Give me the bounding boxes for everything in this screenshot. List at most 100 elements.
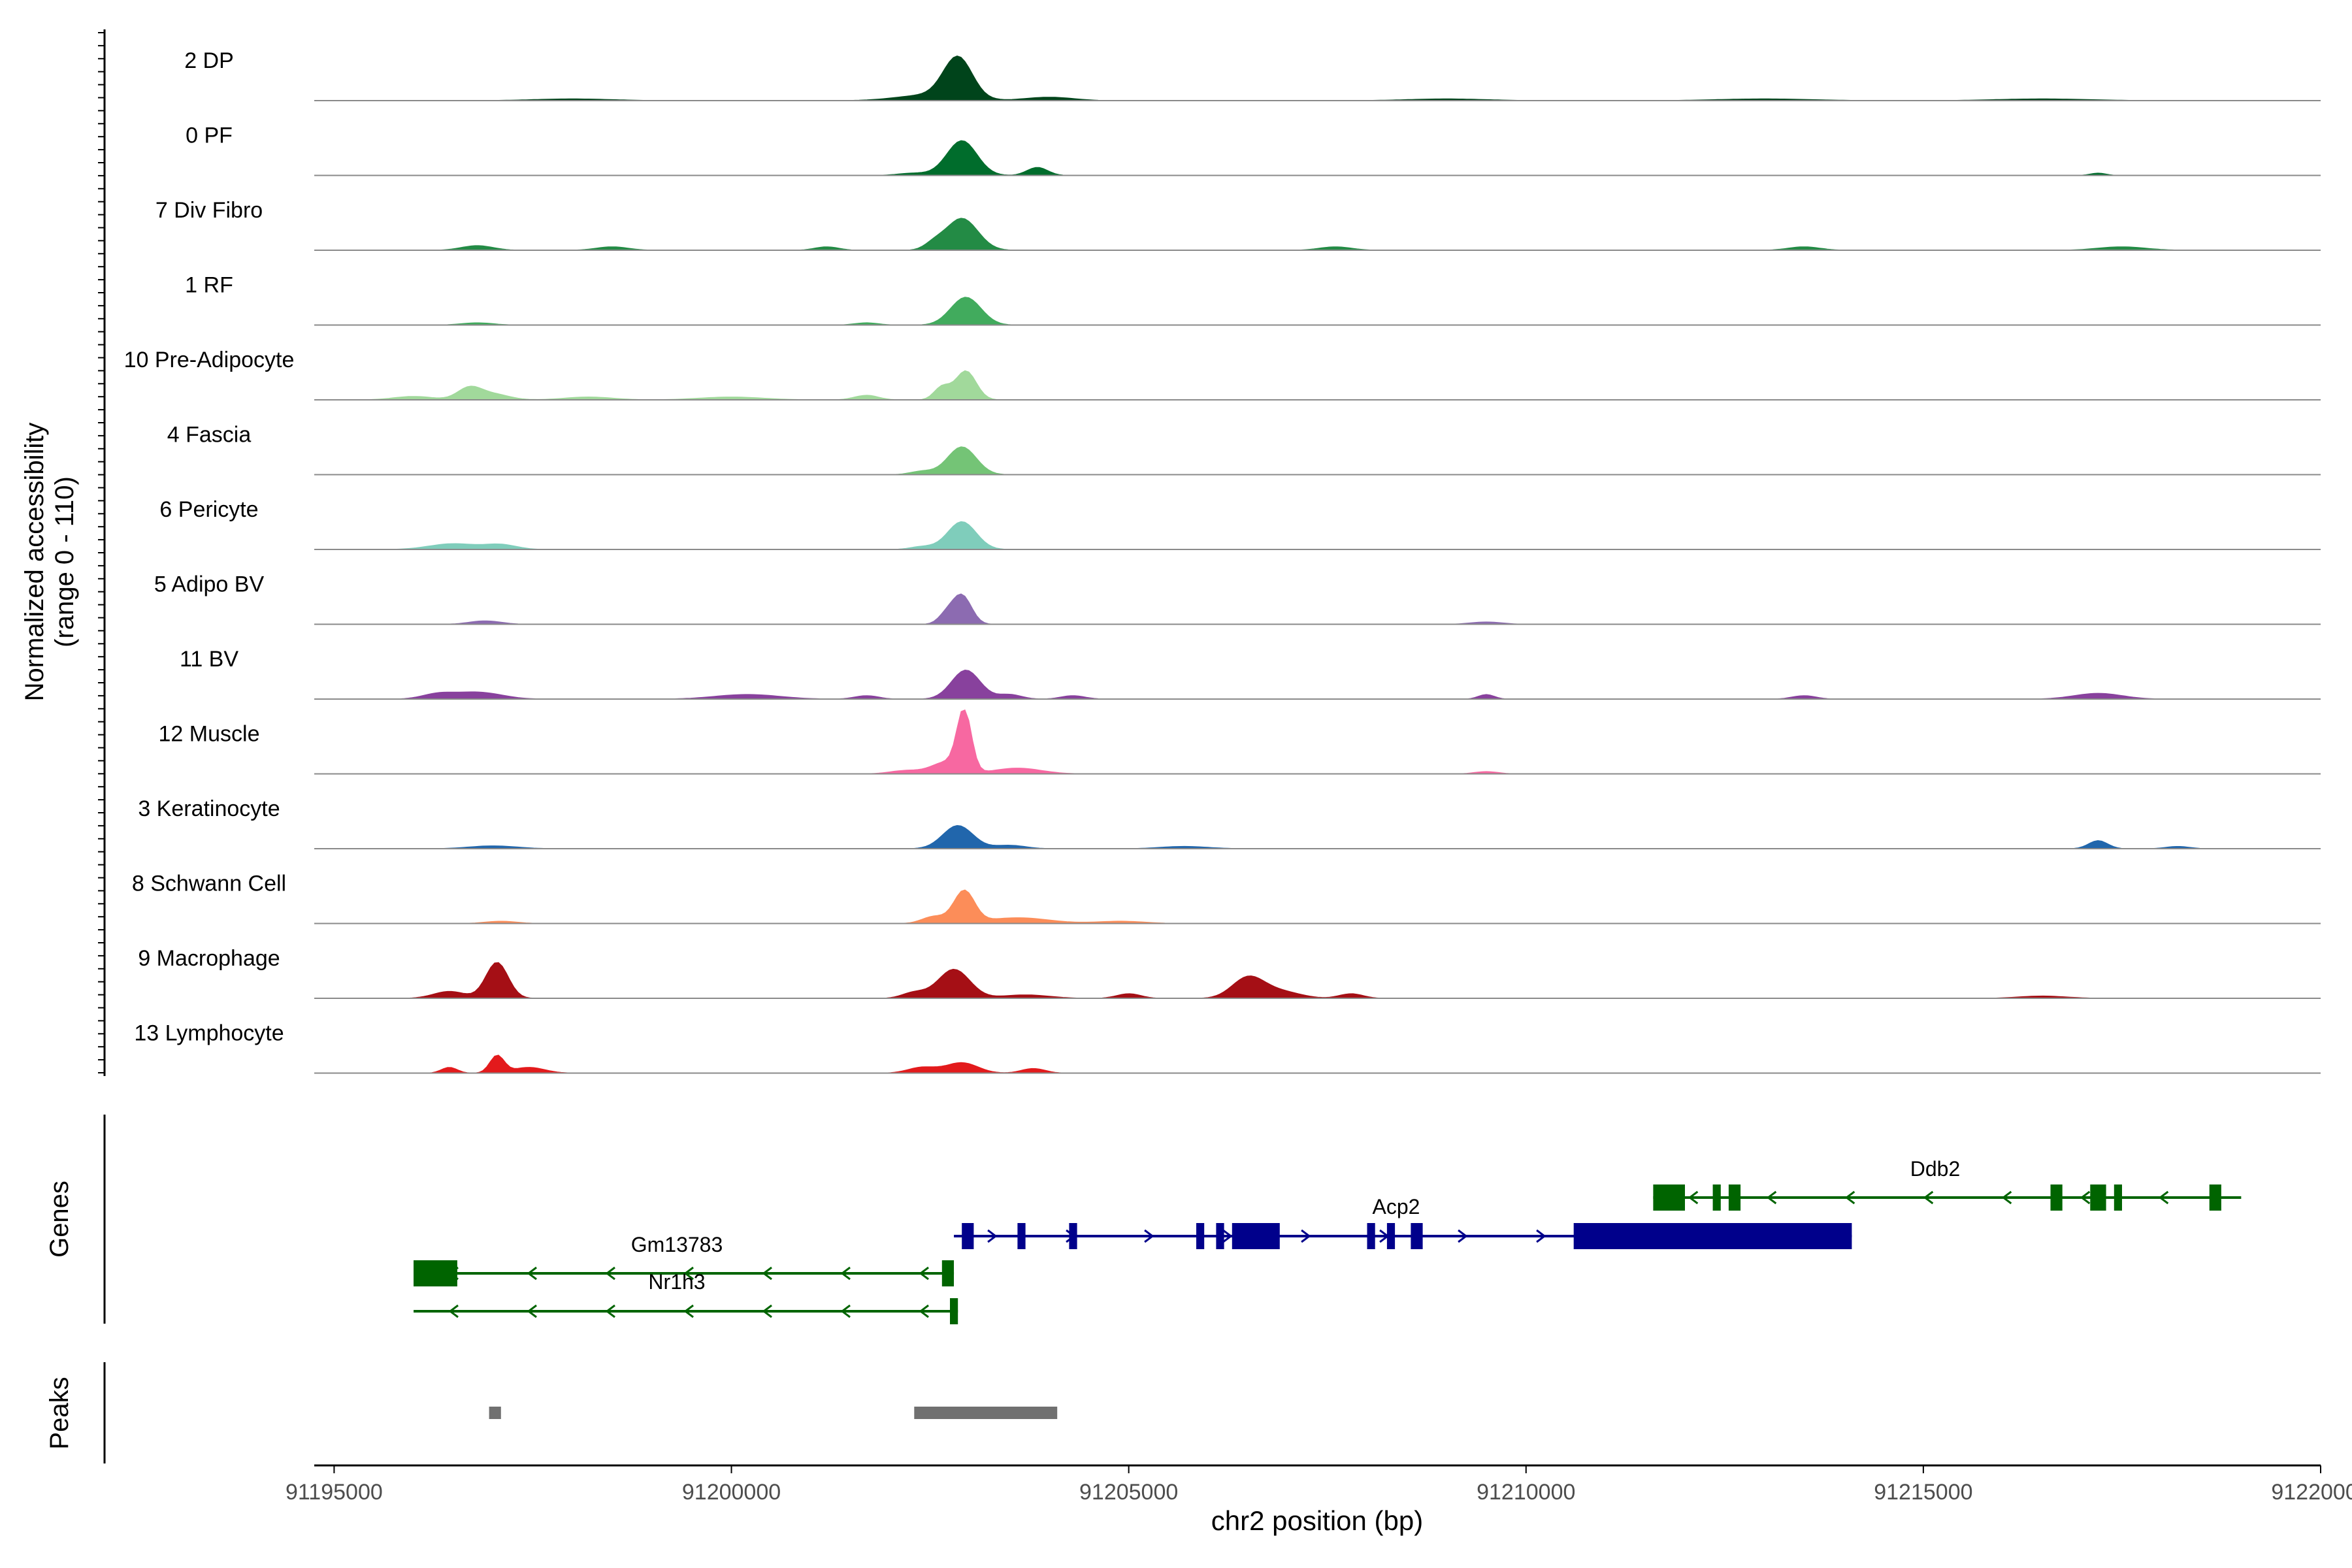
strand-arrow [840, 1266, 851, 1281]
exon [1411, 1223, 1423, 1249]
track-11-bv: 11 BV [180, 647, 2321, 700]
strand-arrow [840, 1304, 851, 1318]
strand-arrow [1844, 1190, 1855, 1205]
track-label: 12 Muscle [159, 722, 260, 747]
exon [1367, 1223, 1375, 1249]
track-9-macrophage: 9 Macrophage [138, 946, 2321, 999]
track-label: 4 Fascia [167, 423, 252, 448]
exon [2114, 1184, 2122, 1211]
track-2-dp: 2 DP [184, 48, 2321, 101]
strand-arrow [1458, 1229, 1468, 1243]
y-axis-title: Normalized accessibility [20, 423, 49, 702]
track-label: 2 DP [184, 48, 234, 73]
gene-nr1h3: Nr1h3 [414, 1270, 958, 1324]
x-axis-ticks: 91195000 91200000 91205000 91210000 91215000… [286, 1465, 2352, 1505]
called-peak [914, 1407, 1058, 1419]
track-13-lymphocyte: 13 Lymphocyte [134, 1021, 2321, 1074]
x-tick-label: 91195000 [286, 1480, 383, 1505]
genes-panel-label: Genes [45, 1181, 74, 1258]
strand-arrow [2001, 1190, 2012, 1205]
exon [1232, 1223, 1280, 1249]
track-8-schwann-cell: 8 Schwann Cell [132, 872, 2321, 924]
track-0-pf: 0 PF [186, 123, 2321, 176]
y-axis-range: (range 0 - 110) [50, 476, 79, 647]
track-1-rf: 1 RF [185, 273, 2321, 326]
track-label: 5 Adipo BV [154, 572, 265, 597]
strand-arrow [2158, 1190, 2169, 1205]
gene-acp2: Acp2 [954, 1195, 1852, 1249]
exon [950, 1298, 958, 1324]
gene-label: Acp2 [1373, 1195, 1420, 1218]
track-label: 9 Macrophage [138, 946, 280, 971]
exon [1216, 1223, 1224, 1249]
track-label: 1 RF [185, 273, 233, 298]
strand-arrow [1222, 1229, 1233, 1243]
exon [1573, 1223, 1852, 1249]
track-7-div-fibro: 7 Div Fibro [155, 198, 2321, 251]
exon [962, 1223, 974, 1249]
strand-arrow [605, 1266, 615, 1281]
peaks-panel-label: Peaks [45, 1377, 74, 1449]
x-axis-title: chr2 position (bp) [1211, 1505, 1424, 1536]
exon [2050, 1184, 2063, 1211]
called-peak [489, 1407, 501, 1419]
strand-arrow [762, 1266, 772, 1281]
exon [1069, 1223, 1077, 1249]
gene-label: Nr1h3 [648, 1270, 705, 1294]
track-12-muscle: 12 Muscle [159, 709, 2321, 775]
x-tick-label: 91215000 [1874, 1480, 1972, 1505]
strand-arrow [2080, 1190, 2091, 1205]
track-label: 13 Lymphocyte [134, 1021, 284, 1046]
exon [941, 1260, 954, 1286]
track-label: 7 Div Fibro [155, 198, 263, 223]
exon [1017, 1223, 1026, 1249]
strand-arrow [683, 1266, 694, 1281]
strand-arrow [919, 1304, 929, 1318]
strand-arrow [1536, 1229, 1546, 1243]
x-tick-label: 91210000 [1477, 1480, 1575, 1505]
strand-arrow [683, 1304, 694, 1318]
track-4-fascia: 4 Fascia [167, 423, 2321, 476]
track-6-pericyte: 6 Pericyte [159, 497, 2321, 550]
track-5-adipo-bv: 5 Adipo BV [154, 572, 2321, 625]
track-10-pre-adipocyte: 10 Pre-Adipocyte [124, 348, 2321, 400]
track-label: 6 Pericyte [159, 497, 258, 522]
strand-arrow [605, 1304, 615, 1318]
gene-gm13783: Gm13783 [414, 1233, 955, 1286]
strand-arrow [448, 1304, 459, 1318]
strand-arrow [1688, 1190, 1699, 1205]
coverage-y-ticks [98, 32, 105, 1073]
exon [2209, 1184, 2221, 1211]
x-tick-label: 91220000 [2271, 1480, 2352, 1505]
exon [2090, 1184, 2106, 1211]
x-tick-label: 91205000 [1079, 1480, 1178, 1505]
track-label: 10 Pre-Adipocyte [124, 348, 295, 372]
track-label: 8 Schwann Cell [132, 872, 286, 896]
strand-arrow [1766, 1190, 1777, 1205]
exon [1196, 1223, 1205, 1249]
exon [1728, 1184, 1741, 1211]
gene-label: Ddb2 [1910, 1157, 1961, 1181]
gene-label: Gm13783 [631, 1233, 723, 1256]
exon [1653, 1184, 1685, 1211]
strand-arrow [1144, 1229, 1154, 1243]
exon [414, 1260, 457, 1286]
coverage-tracks: 2 DP 0 PF 7 Div Fibro 1 RF 10 Pre-Adipocyte 4… [124, 48, 2321, 1074]
called-peaks [489, 1407, 1058, 1419]
track-label: 0 PF [186, 123, 233, 148]
strand-arrow [919, 1266, 929, 1281]
gene-ddb2: Ddb2 [1653, 1157, 2242, 1211]
strand-arrow [987, 1229, 998, 1243]
strand-arrow [762, 1304, 772, 1318]
strand-arrow [527, 1266, 537, 1281]
gene-annotations: Ddb2 Acp2 Gm13783 Nr1h3 [414, 1157, 2242, 1324]
strand-arrow [1301, 1229, 1311, 1243]
track-3-keratinocyte: 3 Keratinocyte [138, 796, 2321, 849]
track-label: 11 BV [180, 647, 238, 672]
strand-arrow [527, 1304, 537, 1318]
strand-arrow [1923, 1190, 1934, 1205]
x-tick-label: 91200000 [682, 1480, 781, 1505]
exon [1386, 1223, 1396, 1249]
exon [1712, 1184, 1721, 1211]
